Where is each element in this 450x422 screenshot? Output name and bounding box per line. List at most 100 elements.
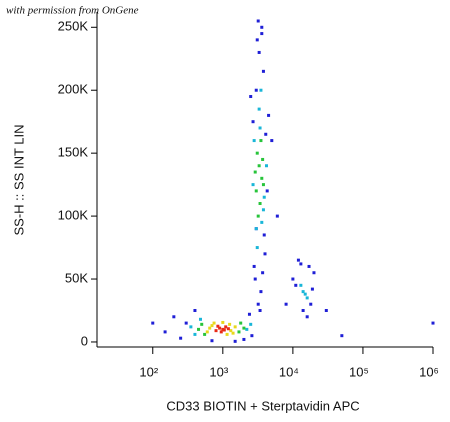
y-axis-label: SS-H :: SS INT LIN (11, 124, 26, 235)
point (261, 208, 265, 212)
point (255, 246, 259, 250)
point (258, 126, 262, 130)
point (303, 292, 307, 296)
point (219, 330, 223, 334)
point (200, 322, 204, 326)
point (431, 321, 435, 325)
point (260, 32, 264, 36)
point (259, 88, 263, 92)
y-tick-label: 150K (58, 145, 89, 160)
point (253, 277, 257, 281)
y-tick-label: 100K (58, 208, 89, 223)
point (212, 321, 216, 325)
point (233, 339, 237, 343)
point (222, 328, 226, 332)
point (301, 290, 305, 294)
x-tick-label: 10⁵ (349, 364, 369, 379)
point (267, 113, 271, 117)
point (252, 264, 256, 268)
point (294, 283, 298, 287)
point (312, 271, 316, 275)
y-tick-label: 50K (65, 270, 88, 285)
point (163, 330, 167, 334)
point (291, 277, 295, 281)
point (210, 339, 214, 343)
point (203, 332, 207, 336)
point (284, 302, 288, 306)
point (262, 195, 266, 199)
point (255, 151, 259, 155)
point (233, 325, 237, 329)
point (270, 139, 274, 143)
point (305, 315, 309, 319)
point (151, 321, 155, 325)
point (250, 334, 254, 338)
point (210, 324, 214, 328)
point (254, 189, 258, 193)
point (296, 258, 300, 262)
point (239, 321, 243, 325)
point (309, 302, 313, 306)
point (255, 38, 259, 42)
point (259, 290, 263, 294)
point (260, 25, 264, 29)
point (193, 332, 197, 336)
point (262, 233, 266, 237)
annotation: with permission from OnGene (6, 5, 139, 17)
point (265, 189, 269, 193)
point (259, 139, 263, 143)
point (221, 320, 225, 324)
point (189, 325, 193, 329)
point (275, 214, 279, 218)
point (261, 271, 265, 275)
point (260, 176, 264, 180)
y-tick-label: 200K (58, 82, 89, 97)
y-tick-label: 250K (58, 19, 89, 34)
point (258, 202, 262, 206)
point (231, 331, 235, 335)
point (225, 332, 229, 336)
point (242, 326, 246, 330)
point (193, 308, 197, 312)
point (184, 321, 188, 325)
y-tick-label: 0 (81, 333, 88, 348)
point (179, 336, 183, 340)
point (198, 317, 202, 321)
point (242, 337, 246, 341)
point (256, 302, 260, 306)
point (340, 334, 344, 338)
point (224, 325, 228, 329)
point (264, 164, 268, 168)
point (245, 327, 249, 331)
point (299, 283, 303, 287)
x-tick-label: 10⁴ (279, 364, 299, 379)
point (253, 170, 257, 174)
point (205, 330, 209, 334)
point (258, 308, 262, 312)
point (257, 107, 261, 111)
x-tick-label: 10³ (209, 364, 228, 379)
point (251, 120, 255, 124)
point (261, 69, 265, 73)
point (257, 50, 261, 54)
point (257, 164, 261, 168)
point (251, 183, 255, 187)
point (247, 312, 251, 316)
point (254, 88, 258, 92)
point (307, 264, 311, 268)
x-axis-label: CD33 BIOTIN + Sterptavidin APC (166, 398, 359, 413)
point (264, 132, 268, 136)
point (324, 308, 328, 312)
point (299, 262, 303, 266)
point (214, 329, 218, 333)
point (229, 329, 233, 333)
point (249, 322, 253, 326)
point (261, 183, 265, 187)
point (237, 330, 241, 334)
point (263, 252, 267, 256)
x-tick-label: 10² (139, 364, 158, 379)
point (216, 324, 220, 328)
point (208, 326, 212, 330)
point (260, 220, 264, 224)
